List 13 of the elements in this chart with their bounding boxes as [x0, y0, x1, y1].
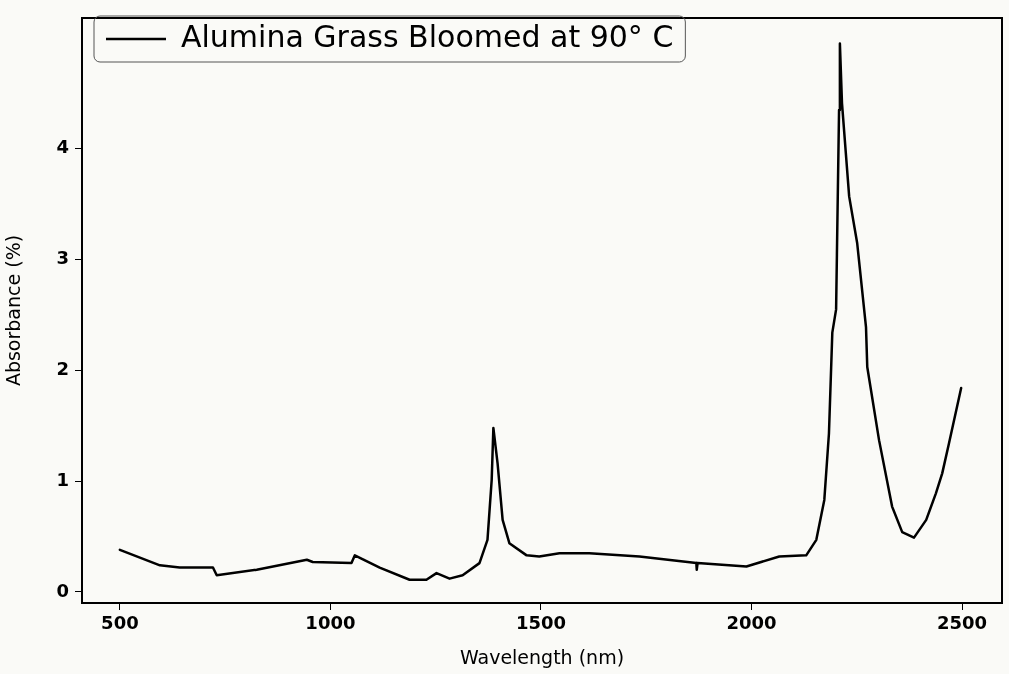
x-tick-label: 500	[101, 612, 139, 634]
x-tick-label: 2500	[936, 612, 988, 634]
x-axis-title: Wavelength (nm)	[459, 645, 625, 668]
x-tick-label: 1000	[305, 612, 356, 634]
legend-label: Alumina Grass Bloomed at 90° C	[181, 18, 674, 54]
y-tick-label: 2	[56, 358, 69, 379]
y-tick-label: 3	[56, 247, 69, 269]
y-tick-label: 1	[56, 468, 69, 490]
x-tick-label: 2000	[726, 612, 777, 634]
y-axis-title: Absorbance (%)	[2, 234, 25, 387]
y-tick-label: 0	[56, 579, 69, 601]
y-tick-label: 4	[56, 136, 69, 158]
x-tick-label: 1500	[515, 612, 566, 634]
